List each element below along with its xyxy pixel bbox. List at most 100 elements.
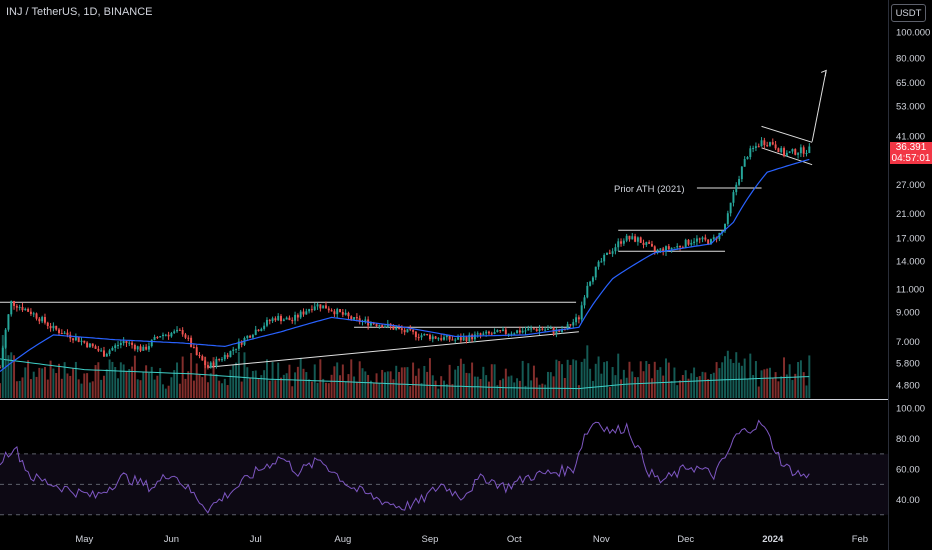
volume-bar bbox=[760, 370, 763, 398]
volume-bar bbox=[645, 361, 648, 398]
time-tick-label: Oct bbox=[507, 534, 522, 545]
candle-body bbox=[496, 330, 499, 333]
candle-body bbox=[66, 332, 69, 335]
candle-body bbox=[353, 317, 356, 320]
candle-body bbox=[732, 192, 735, 203]
candle-body bbox=[532, 328, 535, 330]
bar-countdown: 04:57:01 bbox=[891, 153, 931, 164]
volume-bar bbox=[83, 373, 86, 398]
volume-bar bbox=[780, 376, 783, 398]
candle-body bbox=[294, 314, 297, 321]
candle-body bbox=[13, 301, 16, 306]
volume-bar bbox=[634, 377, 637, 398]
volume-bar bbox=[296, 366, 299, 398]
candle-body bbox=[617, 241, 620, 248]
candle-body bbox=[392, 326, 395, 330]
volume-bar bbox=[808, 355, 811, 398]
candle-body bbox=[15, 305, 18, 308]
candle-body bbox=[524, 330, 527, 332]
volume-bar bbox=[41, 368, 44, 398]
candle-body bbox=[785, 152, 788, 157]
volume-bar bbox=[673, 367, 676, 398]
volume-bar bbox=[656, 369, 659, 398]
volume-bar bbox=[60, 378, 63, 398]
volume-bar bbox=[339, 375, 342, 398]
candle-body bbox=[128, 342, 131, 344]
candle-body bbox=[378, 325, 381, 327]
currency-button[interactable]: USDT bbox=[891, 4, 926, 22]
volume-bar bbox=[583, 358, 586, 398]
candle-body bbox=[18, 306, 21, 308]
volume-bar bbox=[701, 371, 704, 398]
volume-bar bbox=[400, 367, 403, 398]
candle-body bbox=[622, 240, 625, 244]
price-candles bbox=[0, 137, 811, 370]
volume-bar bbox=[541, 383, 544, 398]
volume-bar bbox=[29, 379, 32, 398]
volume-bar bbox=[507, 376, 510, 398]
candle-body bbox=[235, 348, 238, 350]
candle-body bbox=[206, 365, 209, 368]
volume-bar bbox=[628, 361, 631, 398]
candle-body bbox=[313, 306, 316, 310]
volume-bar bbox=[482, 366, 485, 398]
candle-body bbox=[209, 362, 212, 368]
candle-body bbox=[555, 329, 558, 334]
candle-body bbox=[27, 308, 30, 312]
candle-body bbox=[187, 337, 190, 339]
candle-body bbox=[285, 317, 288, 320]
volume-bar bbox=[86, 373, 89, 398]
candle-body bbox=[468, 334, 471, 342]
candle-body bbox=[232, 349, 235, 351]
candle-body bbox=[740, 166, 743, 180]
candle-body bbox=[546, 328, 549, 330]
candle-body bbox=[743, 159, 746, 167]
candle-body bbox=[333, 311, 336, 315]
volume-bar bbox=[544, 384, 547, 398]
volume-bar bbox=[614, 375, 617, 398]
volume-bar bbox=[620, 379, 623, 398]
volume-bar bbox=[299, 357, 302, 398]
candle-body bbox=[712, 237, 715, 240]
volume-bar bbox=[690, 373, 693, 398]
candle-body bbox=[443, 337, 445, 340]
candle-body bbox=[634, 236, 637, 242]
time-tick-label: Jun bbox=[164, 534, 179, 545]
volume-bar bbox=[414, 375, 417, 398]
candle-body bbox=[487, 331, 490, 334]
volume-bar bbox=[355, 381, 358, 398]
candle-body bbox=[192, 346, 195, 348]
volume-bar bbox=[181, 356, 184, 398]
volume-bar bbox=[443, 380, 445, 398]
rsi-tick-label: 100.00 bbox=[896, 404, 925, 415]
candle-body bbox=[184, 334, 187, 338]
volume-bar bbox=[662, 375, 665, 398]
candle-body bbox=[729, 202, 732, 214]
candle-body bbox=[434, 336, 437, 339]
candle-body bbox=[251, 334, 254, 338]
volume-bar bbox=[336, 362, 339, 398]
candle-body bbox=[249, 335, 252, 338]
volume-bar bbox=[38, 367, 41, 398]
volume-bar bbox=[473, 376, 476, 398]
candle-body bbox=[754, 146, 757, 149]
volume-bar bbox=[88, 382, 91, 398]
candle-body bbox=[448, 335, 451, 340]
candle-body bbox=[265, 319, 268, 326]
volume-bar bbox=[13, 355, 16, 398]
volume-bar bbox=[74, 361, 77, 398]
candle-body bbox=[72, 338, 75, 341]
candle-body bbox=[586, 285, 589, 298]
candle-body bbox=[735, 184, 738, 193]
rsi-band bbox=[0, 453, 888, 516]
candle-body bbox=[24, 308, 27, 311]
volume-bar bbox=[771, 377, 774, 398]
volume-bar bbox=[52, 368, 55, 398]
volume-bar bbox=[58, 363, 60, 398]
rsi-tick-label: 60.00 bbox=[896, 465, 920, 476]
volume-bar bbox=[327, 383, 330, 398]
volume-bar bbox=[386, 371, 389, 398]
volume-bar bbox=[757, 386, 760, 398]
